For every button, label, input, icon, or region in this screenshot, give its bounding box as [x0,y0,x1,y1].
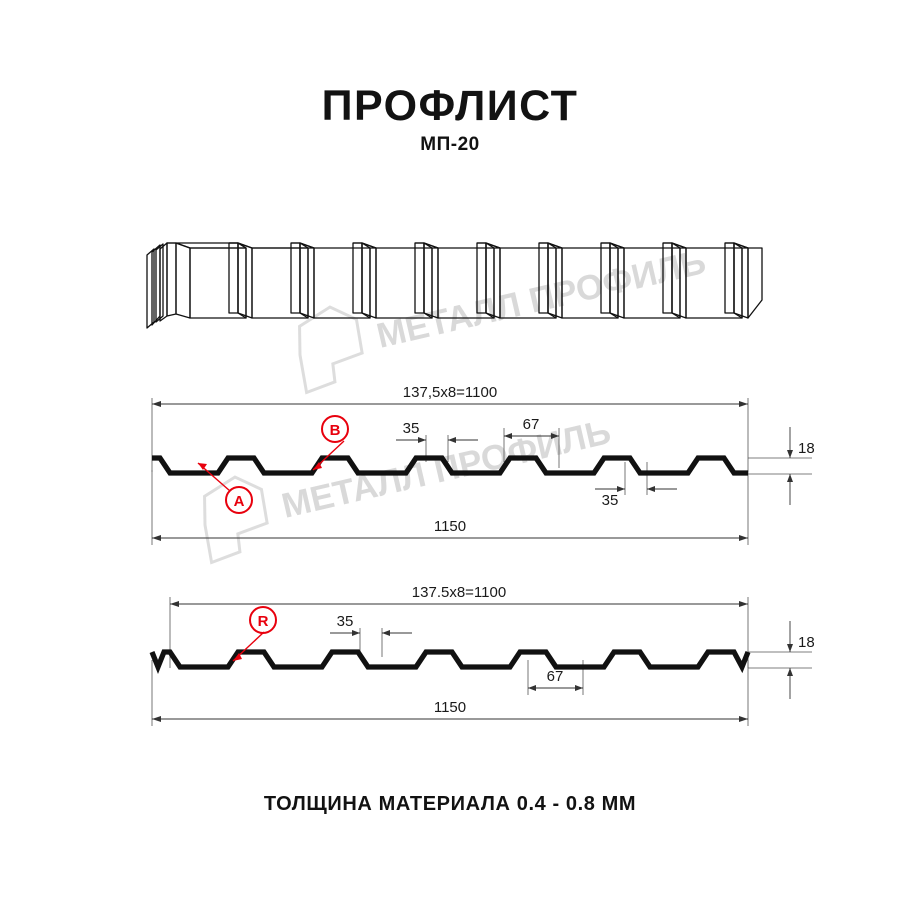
page-subtitle: МП-20 [420,134,480,155]
profile-3d-view [146,242,763,329]
profile-waveform-bottom [149,649,751,675]
dimension-height-bottom-label: 18 [798,634,815,651]
dimension-total-top: 1150 [152,518,748,541]
callout-a: A [197,462,253,514]
dimension-rib-width-bottom: 35 [330,613,412,636]
dimension-valley-width-bottom: 67 [528,668,583,691]
profile-waveform-top [152,455,748,476]
dimension-rib-width-bottom-label: 35 [337,613,354,630]
callout-b-label: B [330,422,341,439]
dimension-valley-width-top-label: 67 [523,416,540,433]
dimension-valley-width-bottom-label: 67 [547,668,564,685]
callout-a-label: A [234,493,245,510]
dimension-overall-bottom: 137.5x8=1100 [170,584,748,607]
dimension-total-bottom: 1150 [152,699,748,722]
material-thickness-caption: ТОЛЩИНА МАТЕРИАЛА 0.4 - 0.8 ММ [263,793,637,815]
profile-section-r: 137.5x8=1100 1150 35 [149,584,815,726]
callout-r-label: R [258,613,269,630]
dimension-total-bottom-label: 1150 [434,699,466,716]
dimension-height-bottom: 18 [787,621,815,699]
dimension-rib-width-lower-top-label: 35 [602,492,619,509]
dimension-overall-top-label: 137,5x8=1100 [403,384,497,401]
dimension-valley-width-top: 67 [504,416,559,439]
dimension-rib-width-top: 35 [396,420,478,443]
dimension-rib-width-lower-top: 35 [595,486,677,509]
dimension-overall-top: 137,5x8=1100 [152,384,748,407]
profile-section-a: 137,5x8=1100 1150 35 [151,384,815,545]
page-title: ПРОФЛИСТ [321,82,579,130]
dimension-height-top: 18 [787,427,815,505]
dimension-height-top-label: 18 [798,440,815,457]
callout-b: B [312,415,349,471]
dimension-total-top-label: 1150 [434,518,466,535]
dimension-overall-bottom-label: 137.5x8=1100 [412,584,506,601]
dimension-rib-width-top-label: 35 [403,420,420,437]
callout-r: R [232,606,277,662]
